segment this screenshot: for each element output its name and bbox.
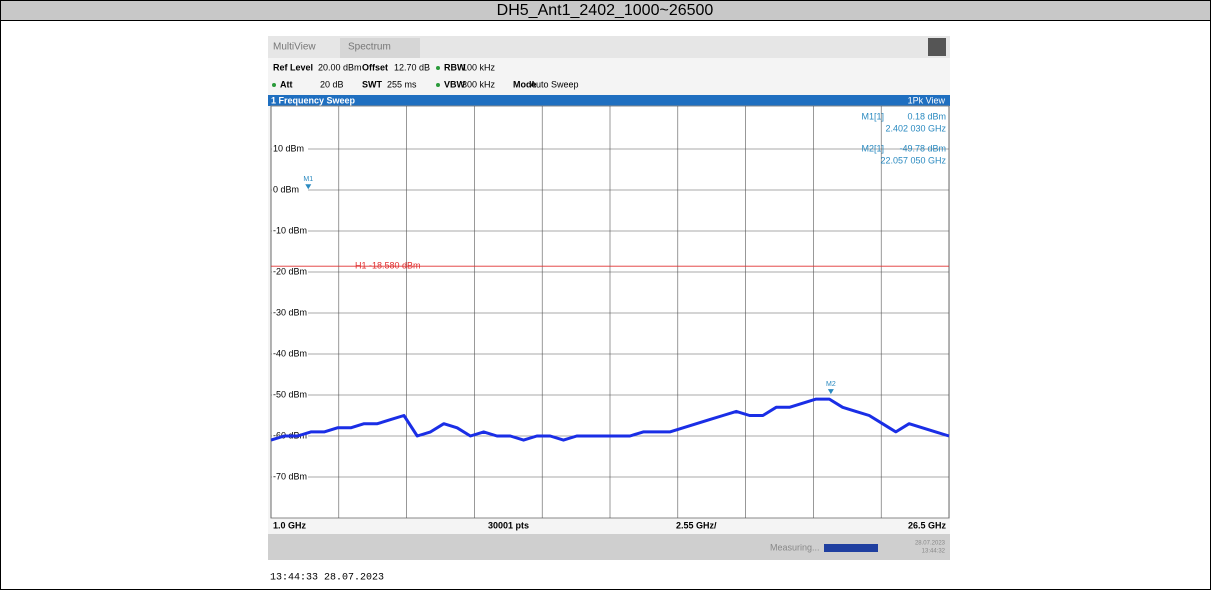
footer-label: 1.0 GHz [273, 520, 307, 530]
setting-value: 12.70 dB [394, 62, 430, 72]
setting-value: 300 kHz [462, 79, 496, 89]
marker-value: 0.18 dBm [907, 111, 946, 121]
footer-label: 2.55 GHz/ [676, 520, 717, 530]
window-title: 1 Frequency Sweep [271, 95, 356, 105]
indicator [436, 83, 440, 87]
indicator [272, 83, 276, 87]
label-bg [272, 184, 308, 196]
y-tick-label: -10 dBm [273, 225, 307, 235]
trace [270, 397, 950, 442]
label-bg [272, 266, 308, 278]
setting-key: Ref Level [273, 62, 313, 72]
marker-value: -49.78 dBm [899, 143, 946, 153]
menu-button[interactable] [928, 38, 946, 56]
setting-key: Offset [362, 62, 388, 72]
marker-label: M1 [303, 176, 313, 183]
y-tick-label: -30 dBm [273, 307, 307, 317]
y-tick-label: 10 dBm [273, 143, 304, 153]
footer-label: 30001 pts [488, 520, 529, 530]
setting-key: VBW [444, 79, 466, 89]
marker-label: M2 [826, 381, 836, 388]
label-bg [272, 348, 308, 360]
window-bar [268, 95, 950, 106]
setting-value: 20.00 dBm [318, 62, 362, 72]
label-bg [272, 307, 308, 319]
y-tick-label: -40 dBm [273, 348, 307, 358]
setting-key: Att [280, 79, 293, 89]
tab[interactable]: Spectrum [348, 42, 391, 53]
time: 13:44:32 [922, 549, 946, 555]
setting-value: Auto Sweep [530, 79, 579, 89]
y-tick-label: 0 dBm [273, 184, 299, 194]
y-tick-label: -70 dBm [273, 471, 307, 481]
marker-name: M1[1] [861, 111, 884, 121]
setting-value: 255 ms [387, 79, 417, 89]
tab-bar [268, 36, 950, 58]
setting-key: Mode [513, 79, 537, 89]
y-tick-label: -20 dBm [273, 266, 307, 276]
view-label: 1Pk View [908, 95, 946, 105]
indicator [436, 66, 440, 70]
label-bg [272, 389, 308, 401]
marker [827, 389, 834, 395]
y-tick-label: -50 dBm [273, 389, 307, 399]
status: Measuring... [770, 542, 820, 552]
footer-label: 26.5 GHz [908, 520, 947, 530]
progress [824, 544, 878, 552]
setting-value: 100 kHz [462, 62, 496, 72]
setting-value: 20 dB [320, 79, 344, 89]
label-bg [272, 143, 308, 155]
marker-freq: 22.057 050 GHz [880, 155, 946, 165]
title: DH5_Ant1_2402_1000~26500 [497, 2, 714, 19]
tab[interactable]: MultiView [273, 42, 316, 53]
timestamp: 13:44:33 28.07.2023 [270, 573, 384, 584]
tab[interactable] [340, 38, 420, 58]
label-bg [272, 471, 308, 483]
date: 28.07.2023 [915, 541, 946, 547]
setting-key: RBW [444, 62, 466, 72]
label-bg [272, 225, 308, 237]
marker-freq: 2.402 030 GHz [885, 123, 946, 133]
threshold-label: H1 -18.580 dBm [355, 261, 421, 271]
marker-name: M2[1] [861, 143, 884, 153]
marker [305, 184, 312, 190]
setting-key: SWT [362, 79, 382, 89]
footer-bar [268, 519, 950, 533]
